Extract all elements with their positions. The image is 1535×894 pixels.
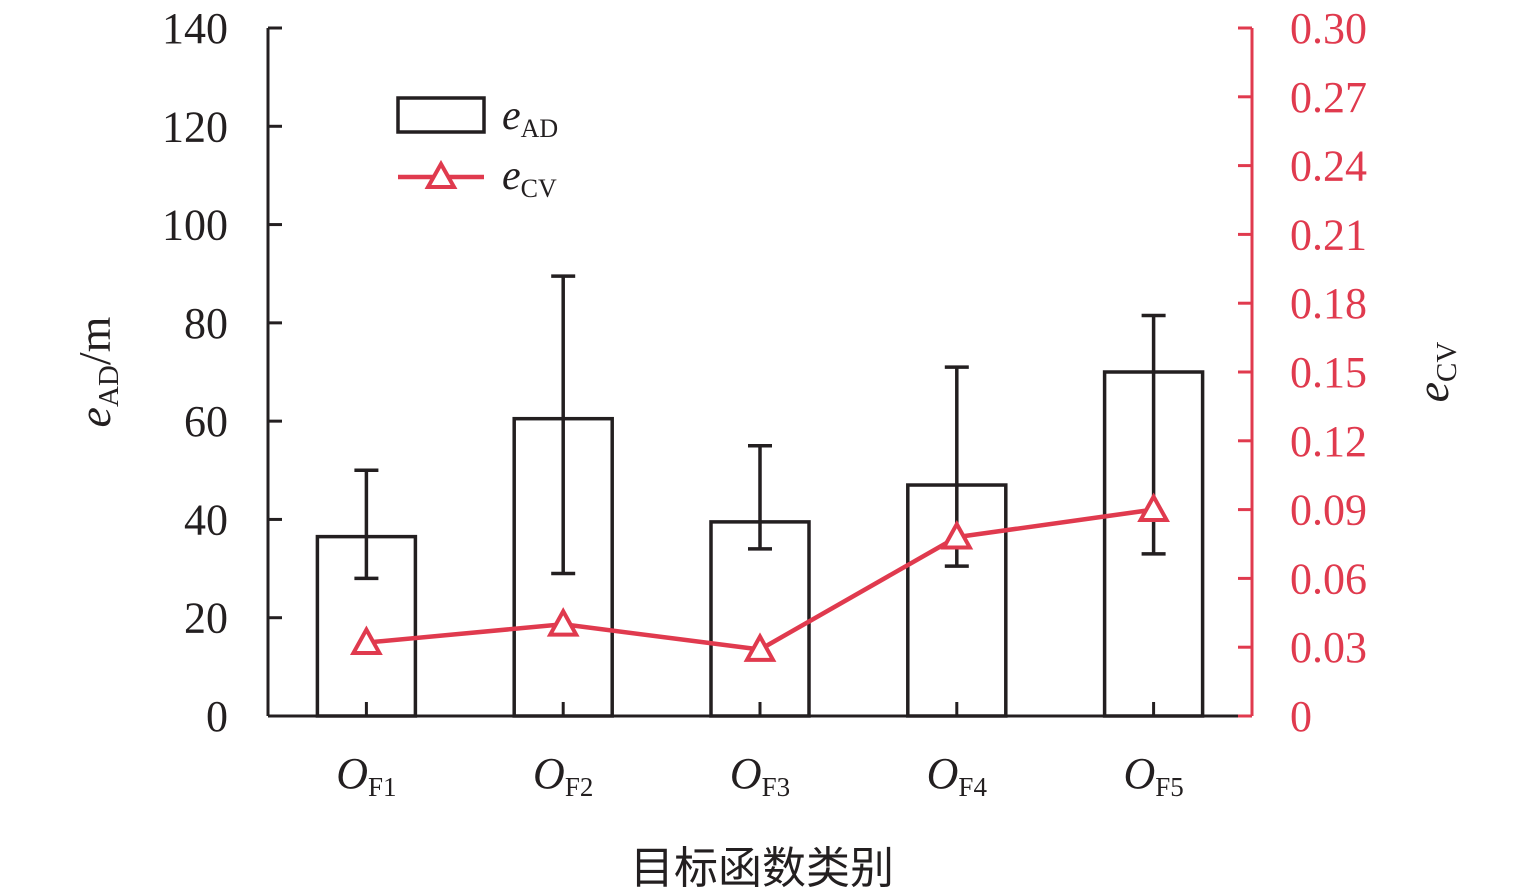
left-tick-label: 120 xyxy=(162,102,228,151)
left-tick-label: 80 xyxy=(184,299,228,348)
legend-bar-label: eAD xyxy=(502,93,558,143)
right-tick-label: 0.15 xyxy=(1290,348,1367,397)
x-axis-title: 目标函数类别 xyxy=(630,843,894,894)
right-tick-label: 0.09 xyxy=(1290,486,1367,535)
legend-line-label: eCV xyxy=(502,153,557,203)
right-tick-label: 0.21 xyxy=(1290,210,1367,259)
x-tick-label: OF1 xyxy=(336,749,396,802)
x-tick-label-main: O xyxy=(730,749,762,798)
legend-bar-swatch xyxy=(396,96,486,134)
right-axis-title: eCV xyxy=(1407,342,1463,403)
error-bars-layer xyxy=(354,274,1166,581)
error-bar-2 xyxy=(551,274,576,576)
left-tick-label: 60 xyxy=(184,397,228,446)
x-tick-label-main: O xyxy=(927,749,959,798)
x-tick-label-main: O xyxy=(1123,749,1155,798)
x-tick-label-main: O xyxy=(533,749,565,798)
ecv-point-2 xyxy=(546,607,580,637)
ecv-point-3 xyxy=(743,632,777,662)
left-tick-label: 20 xyxy=(184,594,228,643)
left-axis-title-sub: AD xyxy=(93,365,125,407)
ecv-point-5 xyxy=(1137,492,1170,522)
x-tick-label: OF2 xyxy=(533,749,593,802)
right-tick-label: 0.12 xyxy=(1290,417,1367,466)
left-axis-title-main: e xyxy=(69,407,120,427)
x-tick-label-sub: F3 xyxy=(762,772,791,802)
x-tick-label-main: O xyxy=(336,749,368,798)
labels-layer: 0 20 40 60 80 100 120 140 0 0.03 0.06 0.09 0.12 0.15 0… xyxy=(69,4,1463,894)
x-tick-label-sub: F5 xyxy=(1155,772,1184,802)
x-tick-label: OF4 xyxy=(927,749,988,802)
right-axis-title-sub: CV xyxy=(1431,342,1463,382)
right-tick-label: 0 xyxy=(1290,692,1312,741)
x-tick-label: OF5 xyxy=(1123,749,1183,802)
left-axis-title: eAD/m xyxy=(69,316,125,427)
left-tick-label: 140 xyxy=(162,4,228,53)
x-tick-label-sub: F1 xyxy=(368,772,397,802)
line-series-layer xyxy=(350,492,1170,662)
ecv-point-4 xyxy=(940,520,974,550)
legend-line-label-sub: CV xyxy=(521,174,557,203)
left-tick-label: 100 xyxy=(162,201,228,250)
left-tick-label: 0 xyxy=(206,692,228,741)
bar-3 xyxy=(709,520,811,718)
right-tick-label: 0.30 xyxy=(1290,4,1367,53)
x-tick-label-sub: F4 xyxy=(958,772,987,802)
right-tick-label: 0.27 xyxy=(1290,73,1367,122)
axes-layer xyxy=(266,26,1254,718)
legend-line-label-main: e xyxy=(502,153,521,199)
legend-bar-label-main: e xyxy=(502,93,521,139)
x-tick-label: OF3 xyxy=(730,749,790,802)
legend-bar-label-sub: AD xyxy=(521,114,559,143)
right-tick-label: 0.03 xyxy=(1290,623,1367,672)
right-tick-label: 0.06 xyxy=(1290,554,1367,603)
right-tick-label: 0.24 xyxy=(1290,142,1367,191)
left-axis-title-suffix: /m xyxy=(69,316,120,365)
legend-line-marker xyxy=(424,159,458,189)
x-tick-label-sub: F2 xyxy=(565,772,594,802)
ecv-point-1 xyxy=(350,625,383,656)
left-tick-label: 40 xyxy=(184,495,228,544)
bar-4 xyxy=(906,483,1008,718)
right-axis-title-main: e xyxy=(1407,382,1458,402)
error-bar-3 xyxy=(748,443,772,551)
right-tick-label: 0.18 xyxy=(1290,279,1367,328)
error-bar-1 xyxy=(354,468,379,581)
